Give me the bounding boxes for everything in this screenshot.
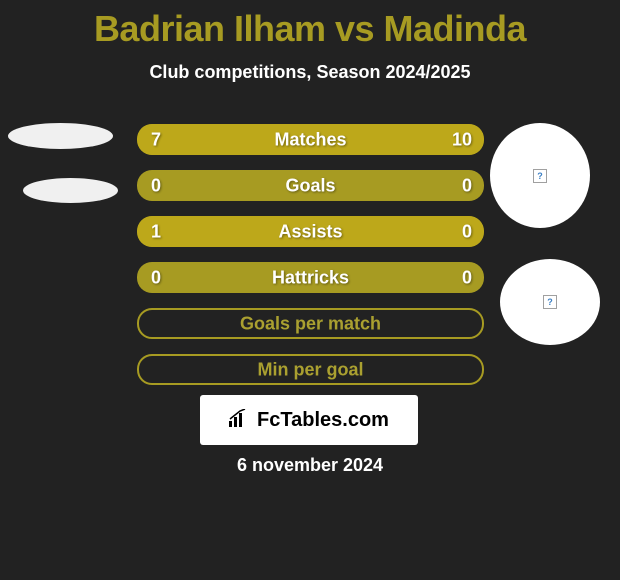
logo-label: FcTables.com (257, 409, 389, 432)
snapshot-date: 6 november 2024 (0, 455, 620, 476)
chart-icon (229, 409, 253, 432)
question-icon: ? (543, 295, 557, 309)
bar-label: Matches (137, 129, 484, 150)
bar-label: Goals (137, 175, 484, 196)
bar-label: Assists (137, 221, 484, 242)
stat-bar-row: 00Hattricks (137, 262, 484, 293)
stat-bar-row: 710Matches (137, 124, 484, 155)
comparison-title: Badrian Ilham vs Madinda (0, 0, 620, 50)
comparison-subtitle: Club competitions, Season 2024/2025 (0, 62, 620, 83)
player1-avatar-placeholder (8, 123, 113, 149)
stat-bar-row: Goals per match (137, 308, 484, 339)
player1-club-placeholder (23, 178, 118, 203)
bar-label: Min per goal (139, 359, 482, 380)
player2-club-circle: ? (500, 259, 600, 345)
stat-bar-row: Min per goal (137, 354, 484, 385)
bar-label: Goals per match (139, 313, 482, 334)
stat-bar-row: 00Goals (137, 170, 484, 201)
bar-label: Hattricks (137, 267, 484, 288)
stat-bar-row: 10Assists (137, 216, 484, 247)
stat-bars: 710Matches 00Goals 10Assists 00Hattricks Goa… (137, 124, 484, 400)
fctables-logo: FcTables.com (200, 395, 418, 445)
question-icon: ? (533, 169, 547, 183)
player2-avatar-circle: ? (490, 123, 590, 228)
